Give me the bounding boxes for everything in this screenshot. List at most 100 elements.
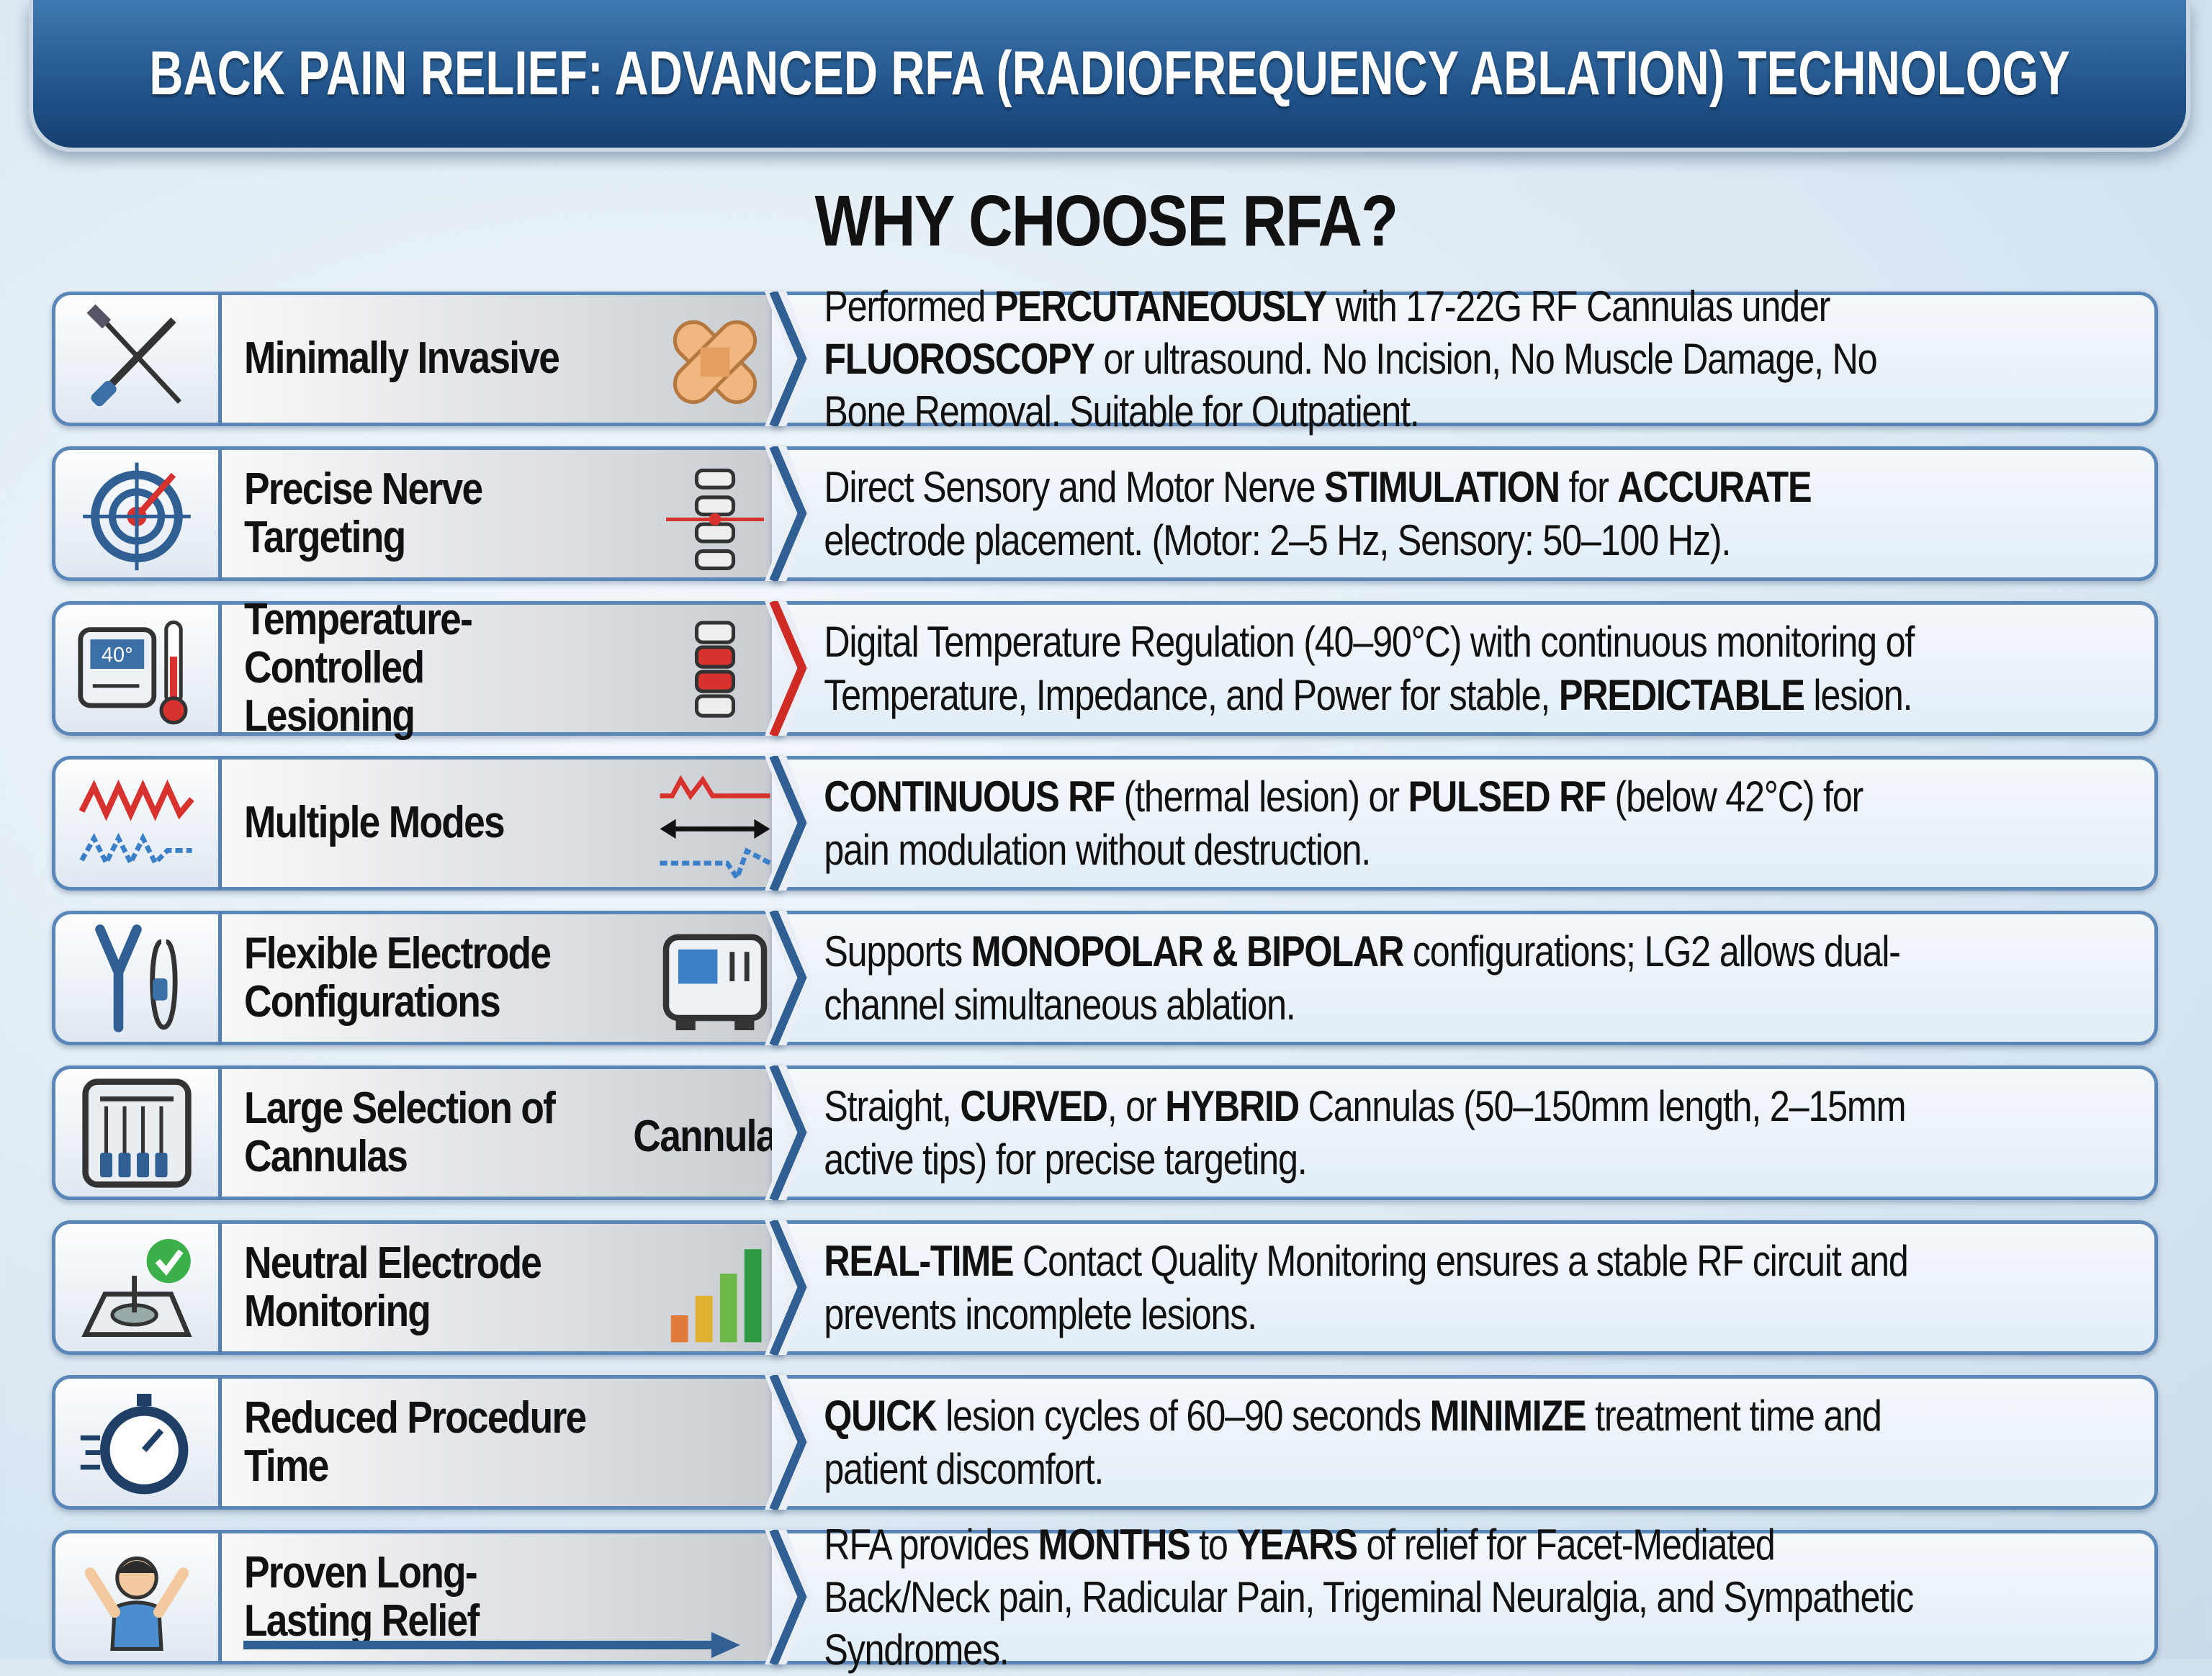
description: REAL-TIME Contact Quality Monitoring ens… [772,1235,1933,1340]
side-label: Cannulas [633,1111,798,1161]
chevron [765,1375,812,1510]
side-icon [654,456,776,578]
description: Straight, CURVED, or HYBRID Cannulas (50… [772,1080,1933,1185]
polyline-shape [155,1248,184,1276]
description-text: treatment time and patient discomfort. [824,1392,1882,1493]
description-text: MONTHS [1038,1520,1191,1569]
description-text: PULSED RF [1408,772,1607,821]
description: CONTINUOUS RF (thermal lesion) or PULSED… [772,770,1933,875]
side-icon [654,920,776,1042]
path-shape [95,924,142,1032]
feature-title: Flexible Electrode Configurations [243,928,552,1027]
polyline-shape [769,1065,807,1200]
rect-shape [694,549,736,570]
line-shape [134,472,176,518]
feature-title: Temperature-Controlled Lesioning [243,595,473,741]
description-box: Straight, CURVED, or HYBRID Cannulas (50… [772,1065,2158,1200]
description-text: CURVED [960,1082,1108,1131]
chevron [765,446,812,581]
polyline-shape [769,756,807,891]
rect-shape [694,645,736,669]
title-box: Reduced Procedure Time [222,1375,783,1510]
description-text: with 17-22G RF Cannulas under [1326,281,1831,330]
description-box: RFA provides MONTHS to YEARS of relief f… [772,1520,2158,1674]
description: Performed PERCUTANEOUSLY with 17-22G RF … [772,280,1933,438]
svg-shape [673,320,757,405]
rect-shape [118,1152,131,1177]
rect-shape [744,1249,762,1343]
rect-shape [137,1393,152,1406]
description-text: configurations; LG2 allows dual-channel … [824,927,1901,1029]
description-text: (below 42°C) for pain modulation without… [824,772,1863,874]
polyline-shape [660,847,772,883]
description-text: Digital Temperature Regulation (40–90°C)… [824,618,1915,719]
rect-shape [700,347,730,377]
header-banner: BACK PAIN RELIEF: ADVANCED RFA (RADIOFRE… [29,0,2190,152]
chevron [765,756,812,891]
icon-box [52,1375,222,1510]
description-box: REAL-TIME Contact Quality Monitoring ens… [772,1220,2158,1355]
description-text: lesion cycles of 60–90 seconds [936,1392,1430,1441]
polyline-shape [769,292,807,426]
feature-row: Multiple Modes CONTINUOUS RF (thermal les… [52,756,2162,891]
description-box: QUICK lesion cycles of 60–90 seconds MIN… [772,1375,2158,1510]
svg-shape [86,304,181,406]
svg-shape [694,621,736,718]
description-text: QUICK [824,1392,937,1441]
feature-row: Reduced Procedure Time QUICK lesion cycle… [52,1375,2162,1510]
description: Digital Temperature Regulation (40–90°C)… [772,616,1933,721]
description-text: RFA provides [824,1520,1038,1569]
description-text: YEARS [1236,1520,1358,1569]
description: Direct Sensory and Motor Nerve STIMULATI… [772,461,1933,566]
polyline-shape [769,911,807,1045]
svg-shape [666,468,764,570]
line-shape [142,1428,164,1452]
feature-row: Precise Nerve Targeting Direct Sensory an… [52,446,2162,581]
feature-title: Multiple Modes [243,798,505,848]
feature-title: Neutral Electrode Monitoring [243,1238,542,1336]
circle-shape [100,1405,189,1494]
line-shape [98,314,181,404]
chevron [765,1220,812,1355]
description-text: electrode placement. (Motor: 2–5 Hz, Sen… [824,515,1731,564]
title-box: Flexible Electrode Configurations [222,911,783,1045]
title-box: Minimally Invasive [222,292,783,426]
svg-shape [83,462,191,570]
polyline-shape [769,446,807,581]
title-box: Neutral Electrode Monitoring [222,1220,783,1355]
side-icon [654,1230,776,1352]
title-box: Large Selection of Cannulas Cannulas [222,1065,798,1200]
rect-shape [670,1315,688,1343]
svg-shape [78,779,194,868]
polyline-shape [78,779,194,821]
svg-shape [84,1556,189,1651]
polyline-shape [79,832,192,868]
feature-row: Large Selection of Cannulas Cannulas Strai… [52,1065,2162,1200]
icon-box [52,1530,222,1664]
icon-box [52,1065,222,1200]
icon-box [52,1220,222,1355]
title-box: Precise Nerve Targeting [222,446,783,581]
description-text: lesion. [1804,670,1912,719]
description: QUICK lesion cycles of 60–90 seconds MIN… [772,1389,1933,1495]
description-text: for [1559,463,1618,512]
description-text: ACCURATE [1617,463,1812,512]
description: RFA provides MONTHS to YEARS of relief f… [772,1518,1933,1676]
feature-title: Minimally Invasive [243,333,560,384]
svg-shape [662,934,768,1030]
rect-shape [155,1152,168,1177]
svg-shape [95,924,178,1032]
side-icon [654,765,776,888]
description-text: or ultrasound. No Incision, No Muscle Da… [824,334,1877,436]
feature-row: Minimally Invasive Performed PERCUTANEOUS… [52,282,2162,436]
icon-box: 40° [52,601,222,736]
title-box: Temperature-Controlled Lesioning [222,595,783,740]
polyline-shape [769,601,807,736]
side-icon [654,301,776,423]
rect-shape [90,639,145,669]
chevron [765,1530,812,1664]
title-box: Multiple Modes [222,756,783,891]
feature-row: Proven Long-Lasting Relief RFA provides M… [52,1520,2162,1674]
